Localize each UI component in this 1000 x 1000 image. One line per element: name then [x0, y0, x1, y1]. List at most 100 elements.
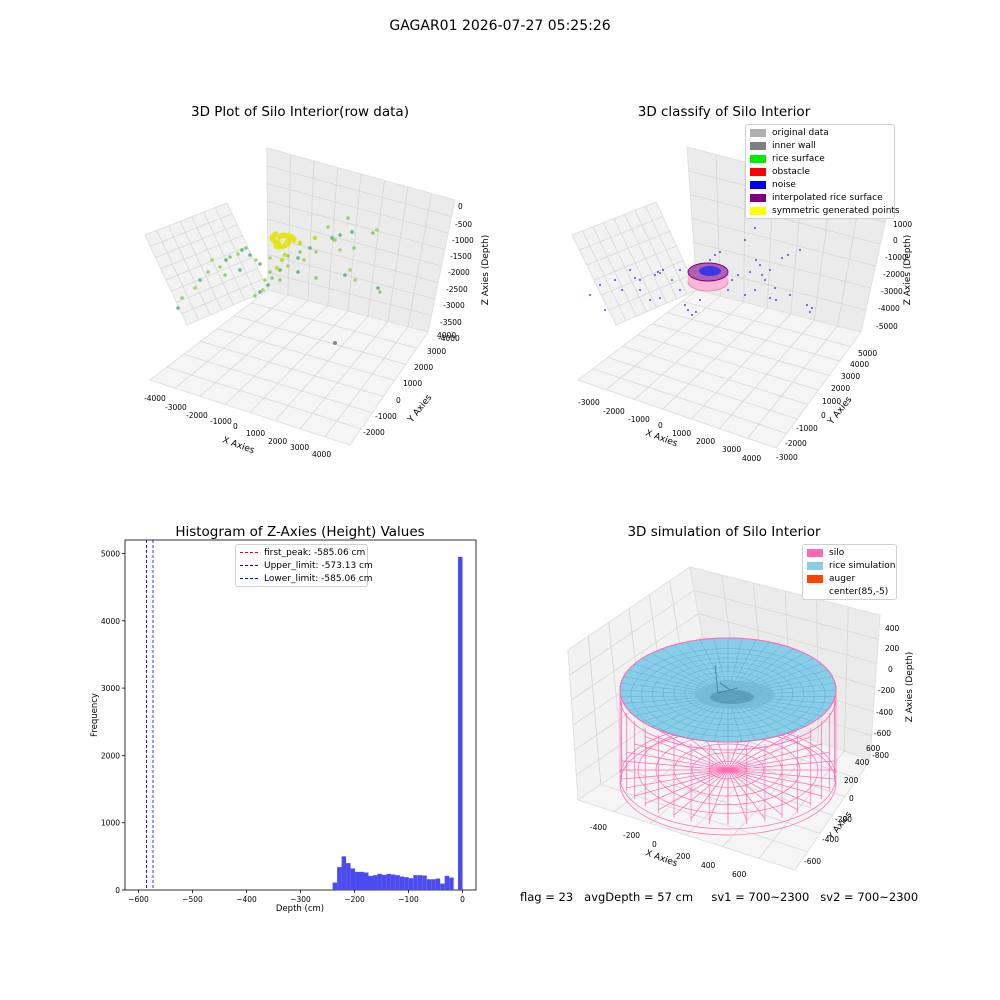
- silo-floor-spoke: [634, 743, 729, 771]
- raw-point: [198, 278, 202, 282]
- svg-text:3000: 3000: [722, 445, 741, 454]
- classify-noise-point: [781, 257, 783, 259]
- svg-text:-2500: -2500: [446, 285, 468, 294]
- raw-points: [176, 216, 382, 345]
- grid-line: [622, 345, 808, 405]
- svg-text:-3000: -3000: [443, 301, 465, 310]
- classify-noise-point: [654, 274, 656, 276]
- silo-floor-spoke: [727, 769, 811, 804]
- svg-text:600: 600: [866, 744, 881, 753]
- classify-legend: original data inner wall rice surface obsta…: [745, 124, 900, 219]
- svg-text:-1000: -1000: [885, 253, 907, 262]
- histogram-legend-label: Upper_limit: -573.13 cm: [264, 560, 373, 571]
- simulation-x-ticks: -400 -200 0 200 400 600: [590, 823, 747, 879]
- svg-text:-200: -200: [835, 815, 852, 824]
- simulation-3d-plot: -400 -200 0 200 400 600 -600 -400 -200 0…: [567, 566, 915, 879]
- silo-floor-spoke: [727, 736, 811, 771]
- raw-point: [258, 262, 262, 266]
- raw-point-cluster: [273, 243, 279, 249]
- rice-mesh-spoke: [731, 639, 757, 690]
- raw-point: [326, 225, 330, 229]
- simulation-plot-title: 3D simulation of Silo Interior: [627, 524, 821, 540]
- raw-point: [371, 231, 375, 235]
- raw-point: [279, 257, 285, 263]
- classify-noise-point: [811, 307, 813, 309]
- classify-legend-item: obstacle: [746, 165, 894, 178]
- raw-point: [193, 286, 197, 290]
- histogram-bar: [404, 877, 409, 890]
- simulation-legend-swatch: [807, 561, 823, 570]
- classify-legend-item: rice surface: [746, 152, 894, 165]
- grid-line: [682, 300, 851, 347]
- histogram-legend-swatch: [240, 578, 258, 579]
- histogram-y-label: Frequency: [90, 693, 100, 737]
- histogram-bar: [390, 874, 396, 890]
- raw-point: [338, 233, 342, 237]
- svg-text:600: 600: [732, 870, 747, 879]
- histogram-bar: [359, 871, 365, 890]
- raw-point-cluster: [291, 237, 297, 243]
- simulation-legend-label: center(85,-5): [829, 586, 889, 597]
- svg-text:0: 0: [652, 840, 657, 849]
- histogram-bar: [346, 863, 351, 890]
- svg-text:3000: 3000: [841, 372, 860, 381]
- classify-noise-point: [659, 272, 661, 274]
- silo-floor-spoke: [673, 769, 729, 816]
- rice-mesh-spoke: [651, 653, 719, 691]
- svg-text:-3000: -3000: [776, 453, 798, 462]
- simulation-y-ticks: -600 -400 -200 0 200 400 600: [804, 744, 881, 866]
- svg-text:0: 0: [658, 421, 663, 430]
- grid-line: [155, 224, 238, 258]
- classify-legend-item: interpolated rice surface: [746, 191, 894, 204]
- histogram-bar: [337, 867, 342, 890]
- grid-line: [608, 274, 691, 311]
- grid-line: [171, 257, 253, 292]
- raw-point: [302, 258, 306, 262]
- grid-line: [662, 307, 768, 410]
- svg-text:-400: -400: [822, 835, 839, 844]
- classify-noise-point: [787, 254, 789, 256]
- silo-floor-spoke: [727, 729, 798, 771]
- svg-text:-600: -600: [874, 729, 891, 738]
- svg-text:2000: 2000: [831, 384, 850, 393]
- simulation-legend-item: center(85,-5): [803, 585, 896, 598]
- histogram-y-tick-label: 0: [115, 886, 120, 895]
- status-line: flag = 23 avgDepth = 57 cm sv1 = 700~230…: [520, 890, 918, 904]
- grid-line: [224, 305, 329, 405]
- raw-point: [378, 290, 382, 294]
- raw-point: [352, 246, 356, 250]
- histogram-legend-label: first_peak: -585.06 cm: [264, 547, 366, 558]
- classify-legend-label: rice surface: [772, 153, 825, 164]
- histogram-bar: [341, 856, 347, 890]
- silo-floor-spoke: [708, 769, 729, 822]
- classify-noise-point: [744, 294, 746, 296]
- grid-line: [267, 183, 449, 234]
- raw-point: [297, 240, 303, 246]
- svg-text:-3500: -3500: [440, 318, 462, 327]
- silo-floor-spoke: [645, 769, 729, 804]
- classify-legend-label: symmetric generated points: [772, 205, 900, 216]
- classify-noise-point: [709, 259, 711, 261]
- grid-line: [690, 313, 792, 420]
- grid-line: [324, 326, 409, 438]
- svg-text:-4000: -4000: [878, 304, 900, 313]
- classify-noise-point: [649, 299, 651, 301]
- svg-text:-2000: -2000: [363, 428, 385, 437]
- grid-line: [667, 312, 840, 362]
- histogram-x-tick-label: −500: [182, 895, 203, 904]
- status-flag: flag = 23: [520, 890, 574, 904]
- grid-line: [150, 213, 233, 247]
- classify-noise-point: [749, 271, 751, 273]
- histogram-axes: [124, 539, 477, 891]
- grid-line: [274, 315, 369, 421]
- raw-point: [258, 290, 262, 294]
- grid-line: [165, 246, 248, 281]
- classify-legend-label: inner wall: [772, 140, 816, 151]
- raw-point: [248, 253, 252, 257]
- raw-point: [348, 268, 352, 272]
- svg-text:4000: 4000: [850, 360, 869, 369]
- simulation-legend-label: auger: [829, 573, 856, 584]
- svg-text:4000: 4000: [742, 454, 761, 463]
- svg-text:400: 400: [855, 758, 870, 767]
- grid-line: [569, 590, 695, 676]
